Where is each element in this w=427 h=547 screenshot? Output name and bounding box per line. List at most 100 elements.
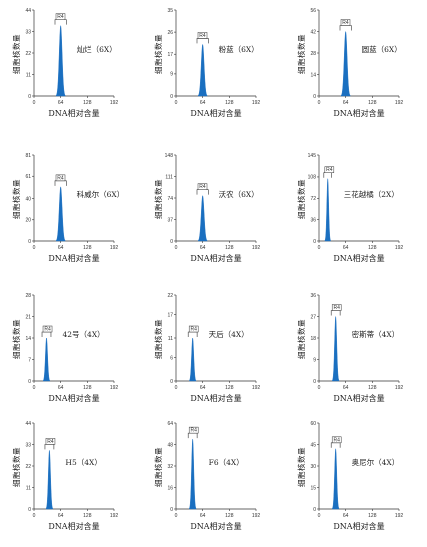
- histogram-panel: 0 14 28 42 56 0 64 128 192 R4 细胞核数量 DNA相对含量 圆蓝（6X）: [285, 0, 427, 134]
- y-tick-label: 33: [25, 29, 31, 35]
- histogram-peak: [42, 337, 51, 382]
- y-tick-label: 9: [170, 72, 173, 78]
- x-tick-label: 0: [33, 385, 36, 391]
- y-tick-label: 0: [28, 239, 31, 245]
- gate-label-box: [324, 166, 335, 173]
- histogram-panel: 0 7 14 21 28 0 64 128 192 R4 细胞核数量 DNA相对含量 42号（4X）: [0, 285, 142, 419]
- x-tick-label: 192: [395, 513, 404, 519]
- histogram-svg: 0 16 32 48 64 0 64 128 192 R4: [167, 421, 261, 519]
- y-tick-label: 37: [167, 217, 173, 223]
- y-tick-label: 0: [28, 94, 31, 100]
- x-axis-label: DNA相对含量: [48, 254, 100, 263]
- x-tick-label: 192: [252, 513, 261, 519]
- y-tick-label: 0: [313, 379, 316, 385]
- y-tick-label: 0: [28, 507, 31, 513]
- x-tick-label: 64: [343, 385, 349, 391]
- histogram-panel: 0 11 22 33 44 0 64 128 192 R4 细胞核数量 DNA相对含量 灿烂（6X）: [0, 0, 142, 134]
- histogram-svg: 0 9 17 26 35 0 64 128 192 R4: [167, 8, 261, 106]
- x-axis-label: DNA相对含量: [190, 522, 242, 531]
- y-tick-label: 14: [310, 72, 316, 78]
- gate-bracket: [54, 19, 67, 25]
- y-tick-label: 21: [25, 314, 31, 320]
- sample-title: 天后（4X）: [208, 330, 249, 339]
- sample-title: H5（4X）: [65, 458, 102, 467]
- sample-title: 密斯蒂（4X）: [351, 330, 400, 339]
- gate-label-box: [331, 436, 342, 444]
- y-axis-label: 细胞核数量: [154, 179, 163, 219]
- histogram-svg: 0 14 28 42 56 0 64 128 192 R4: [310, 8, 403, 106]
- x-tick-label: 128: [368, 513, 377, 519]
- gate-label: R4: [190, 428, 197, 434]
- y-axis-label: 细胞核数量: [12, 319, 21, 359]
- y-axis-label: 细胞核数量: [12, 447, 21, 487]
- x-axis-label: DNA相对含量: [333, 109, 385, 118]
- gate-bracket: [196, 189, 209, 195]
- y-tick-label: 17: [167, 312, 173, 318]
- x-tick-label: 0: [33, 245, 36, 251]
- gate-label: R4: [57, 14, 64, 20]
- x-tick-label: 192: [252, 245, 261, 251]
- y-tick-label: 81: [25, 153, 31, 159]
- y-tick-label: 108: [308, 175, 317, 181]
- gate-bracket: [330, 442, 341, 448]
- gate-bracket: [187, 331, 198, 337]
- gate-bracket: [41, 331, 52, 337]
- y-tick-label: 11: [26, 72, 31, 78]
- histogram-svg: 0 36 72 108 145 0 64 128 192 R4: [308, 153, 404, 251]
- y-tick-label: 33: [25, 442, 31, 448]
- y-tick-label: 6: [170, 355, 173, 361]
- x-tick-label: 128: [83, 100, 92, 106]
- y-tick-label: 72: [310, 196, 316, 202]
- y-tick-label: 11: [26, 485, 31, 491]
- y-axis-label: 细胞核数量: [154, 34, 163, 74]
- x-tick-label: 192: [395, 385, 404, 391]
- histogram-peak: [197, 195, 208, 242]
- gate-label-box: [197, 32, 208, 39]
- x-tick-label: 0: [33, 100, 36, 106]
- y-tick-label: 74: [167, 196, 173, 202]
- x-tick-label: 0: [175, 245, 178, 251]
- x-tick-label: 64: [200, 513, 206, 519]
- gate-label: R4: [57, 175, 64, 181]
- gate-label-box: [188, 325, 199, 333]
- x-tick-label: 64: [343, 100, 349, 106]
- y-tick-label: 36: [310, 293, 316, 299]
- y-tick-label: 36: [310, 217, 316, 223]
- x-tick-label: 128: [225, 100, 234, 106]
- sample-title: 科威尔（6X）: [76, 190, 125, 199]
- y-axis-label: 细胞核数量: [12, 179, 21, 219]
- y-tick-label: 111: [165, 174, 173, 180]
- histogram-panel: 0 37 74 111 148 0 64 128 192 R4 细胞核数量 DNA相对含量 沃农（6X）: [142, 145, 284, 279]
- gate-bracket: [323, 172, 332, 178]
- x-tick-label: 0: [318, 513, 321, 519]
- x-tick-label: 64: [200, 385, 206, 391]
- y-tick-label: 35: [167, 8, 173, 14]
- y-tick-label: 26: [167, 30, 173, 36]
- histogram-panel: 0 9 18 27 36 0 64 128 192 R4 细胞核数量 DNA相对含量 密斯蒂（4X）: [285, 285, 427, 419]
- y-tick-label: 28: [25, 293, 31, 299]
- gate-label: R4: [199, 184, 206, 190]
- histogram-svg: 0 20 40 61 81 0 64 128 192 R4: [25, 153, 118, 251]
- y-tick-label: 0: [170, 379, 173, 385]
- y-tick-label: 17: [167, 52, 173, 58]
- histogram-peak: [332, 316, 340, 382]
- x-tick-label: 0: [175, 513, 178, 519]
- histogram-svg: 0 9 18 27 36 0 64 128 192 R4: [310, 293, 404, 391]
- y-tick-label: 44: [25, 421, 31, 427]
- x-tick-label: 192: [395, 245, 404, 251]
- histogram-peak: [197, 43, 208, 97]
- x-tick-label: 192: [252, 100, 261, 106]
- histogram-panel: 0 36 72 108 145 0 64 128 192 R4 细胞核数量 DNA相对含量 三花越橘（2…: [285, 145, 427, 279]
- histogram-grid: 0 11 22 33 44 0 64 128 192 R4 细胞核数量 DNA相对含量 灿烂（6X） 0 9…: [0, 0, 427, 531]
- histogram-peak: [189, 439, 197, 510]
- x-tick-label: 128: [225, 513, 234, 519]
- gate-label: R4: [199, 33, 206, 39]
- x-tick-label: 0: [318, 245, 321, 251]
- x-tick-label: 128: [368, 100, 377, 106]
- x-tick-label: 64: [58, 245, 64, 251]
- y-tick-label: 11: [168, 336, 173, 342]
- gate-label-box: [55, 13, 66, 20]
- histogram-svg: 0 37 74 111 148 0 64 128 192 R4: [165, 153, 261, 251]
- y-tick-label: 14: [25, 336, 31, 342]
- y-tick-label: 145: [308, 153, 317, 159]
